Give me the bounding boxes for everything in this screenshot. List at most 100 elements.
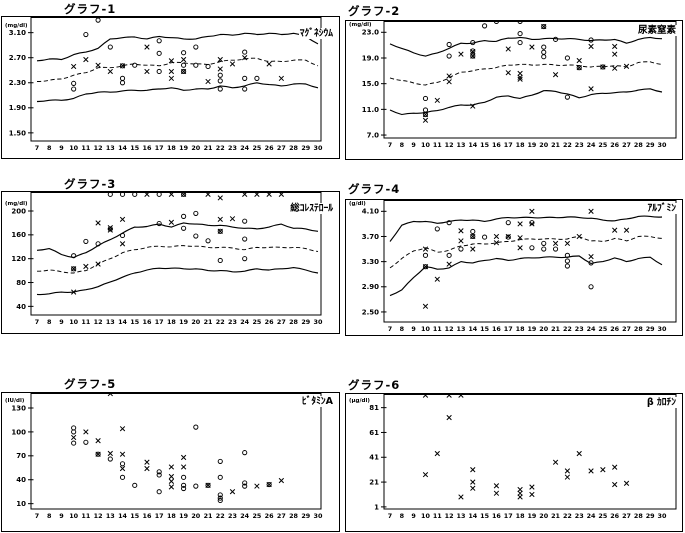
scatter-point-circle: [181, 192, 187, 197]
y-axis-unit-label: (IU/dl): [5, 397, 25, 404]
scatter-point-cross: [144, 192, 150, 197]
scatter-point-cross: [168, 473, 175, 480]
x-tick-label: 14: [468, 141, 477, 149]
scatter-point-circle: [181, 50, 187, 56]
scatter-point-cross: [434, 450, 440, 457]
x-tick-label: 12: [445, 512, 454, 520]
x-tick-label: 18: [167, 144, 176, 152]
scatter-point-cross: [254, 192, 260, 197]
scatter-point-circle: [107, 192, 113, 197]
graph-6-title: グラフ-6: [348, 378, 401, 392]
x-tick-label: 10: [421, 325, 430, 333]
x-tick-label: 16: [143, 144, 152, 152]
x-tick-label: 14: [118, 318, 127, 326]
x-tick-label: 10: [421, 512, 430, 520]
graph-5-title: グラフ-5: [64, 377, 117, 391]
scatter-point-circle: [181, 68, 187, 75]
scatter-point-cross: [458, 494, 464, 500]
scatter-point-cross: [493, 233, 500, 240]
y-tick-label: 7.0: [367, 131, 380, 139]
scatter-point-circle: [564, 94, 570, 100]
x-tick-label: 11: [433, 141, 442, 149]
x-tick-label: 20: [539, 141, 548, 149]
x-tick-label: 27: [277, 512, 286, 520]
scatter-point-circle: [576, 65, 582, 71]
scatter-point-cross: [552, 459, 559, 465]
y-axis-unit-label: (mg/dl): [349, 22, 372, 29]
scatter-point-circle: [493, 21, 500, 24]
y-tick-label: 1.50: [9, 129, 26, 137]
scatter-point-circle: [470, 48, 476, 54]
x-tick-label: 24: [587, 512, 596, 520]
scatter-point-circle: [156, 489, 162, 495]
x-tick-label: 27: [622, 325, 631, 333]
y-tick-label: 2.50: [362, 308, 379, 316]
y-tick-label: 40: [16, 303, 26, 311]
scatter-point-cross: [434, 276, 440, 282]
x-tick-label: 17: [155, 144, 164, 152]
scatter-point-cross: [119, 465, 126, 472]
scatter-point-circle: [181, 474, 187, 480]
scatter-point-cross: [107, 450, 113, 457]
scatter-point-circle: [470, 228, 476, 235]
scatter-point-cross: [70, 434, 77, 441]
scatter-point-cross: [205, 192, 211, 197]
scatter-point-cross: [266, 481, 272, 488]
scatter-point-cross: [612, 464, 618, 470]
scatter-point-cross: [470, 233, 476, 240]
scatter-point-circle: [217, 497, 223, 504]
x-tick-label: 8: [47, 144, 52, 152]
x-tick-label: 13: [457, 512, 466, 520]
scatter-point-cross: [588, 253, 594, 260]
scatter-point-cross: [422, 471, 429, 478]
scatter-point-cross: [168, 68, 175, 75]
scatter-point-circle: [470, 40, 476, 46]
scatter-point-circle: [242, 256, 248, 262]
x-tick-label: 14: [468, 512, 477, 520]
x-tick-label: 20: [191, 318, 200, 326]
y-tick-label: 3.30: [362, 258, 379, 266]
scatter-point-cross: [217, 228, 223, 234]
x-tick-label: 19: [527, 325, 536, 333]
x-tick-label: 26: [610, 325, 619, 333]
y-tick-label: 100: [11, 428, 26, 436]
series-name-label: ﾏｸﾞﾈｼｳﾑ: [298, 28, 334, 39]
scatter-point-circle: [119, 75, 126, 81]
scatter-point-cross: [564, 474, 571, 480]
scatter-point-circle: [541, 54, 547, 60]
scatter-point-circle: [254, 75, 260, 81]
scatter-point-cross: [446, 414, 452, 421]
scatter-point-cross: [144, 465, 150, 472]
scatter-point-cross: [217, 195, 223, 201]
scatter-point-circle: [242, 480, 248, 486]
scatter-point-cross: [144, 459, 150, 465]
scatter-point-circle: [217, 257, 223, 264]
scatter-point-cross: [422, 394, 429, 398]
scatter-point-cross: [242, 192, 248, 197]
x-tick-label: 10: [69, 512, 78, 520]
x-tick-label: 30: [658, 141, 667, 149]
scatter-point-circle: [119, 192, 126, 197]
scatter-point-cross: [107, 227, 113, 233]
scatter-point-cross: [95, 451, 101, 457]
x-tick-label: 10: [69, 144, 78, 152]
x-tick-label: 7: [35, 144, 39, 152]
series-name-label: 尿素窒素: [636, 25, 677, 36]
x-tick-label: 15: [130, 144, 139, 152]
scatter-point-cross: [180, 464, 187, 470]
scatter-point-cross: [517, 221, 523, 227]
y-tick-label: 130: [11, 404, 26, 412]
scatter-point-cross: [612, 65, 618, 71]
x-tick-label: 25: [252, 512, 261, 520]
y-tick-label: 70: [16, 452, 26, 460]
scatter-point-cross: [470, 246, 476, 252]
scatter-point-circle: [242, 75, 248, 81]
y-tick-label: 40: [16, 476, 26, 484]
scatter-point-circle: [107, 226, 113, 232]
scatter-point-circle: [217, 86, 223, 92]
scatter-point-circle: [470, 53, 476, 59]
x-tick-label: 15: [480, 512, 489, 520]
plot-frame: [30, 393, 322, 510]
y-tick-label: 1: [374, 503, 379, 511]
x-tick-label: 9: [411, 325, 416, 333]
